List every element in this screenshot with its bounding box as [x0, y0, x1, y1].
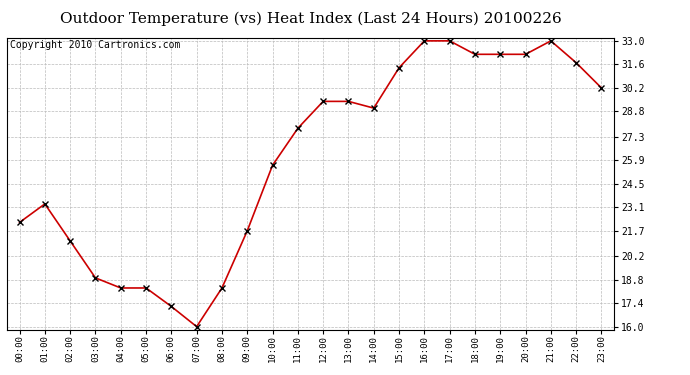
- Text: Outdoor Temperature (vs) Heat Index (Last 24 Hours) 20100226: Outdoor Temperature (vs) Heat Index (Las…: [59, 11, 562, 26]
- Text: Copyright 2010 Cartronics.com: Copyright 2010 Cartronics.com: [10, 40, 180, 50]
